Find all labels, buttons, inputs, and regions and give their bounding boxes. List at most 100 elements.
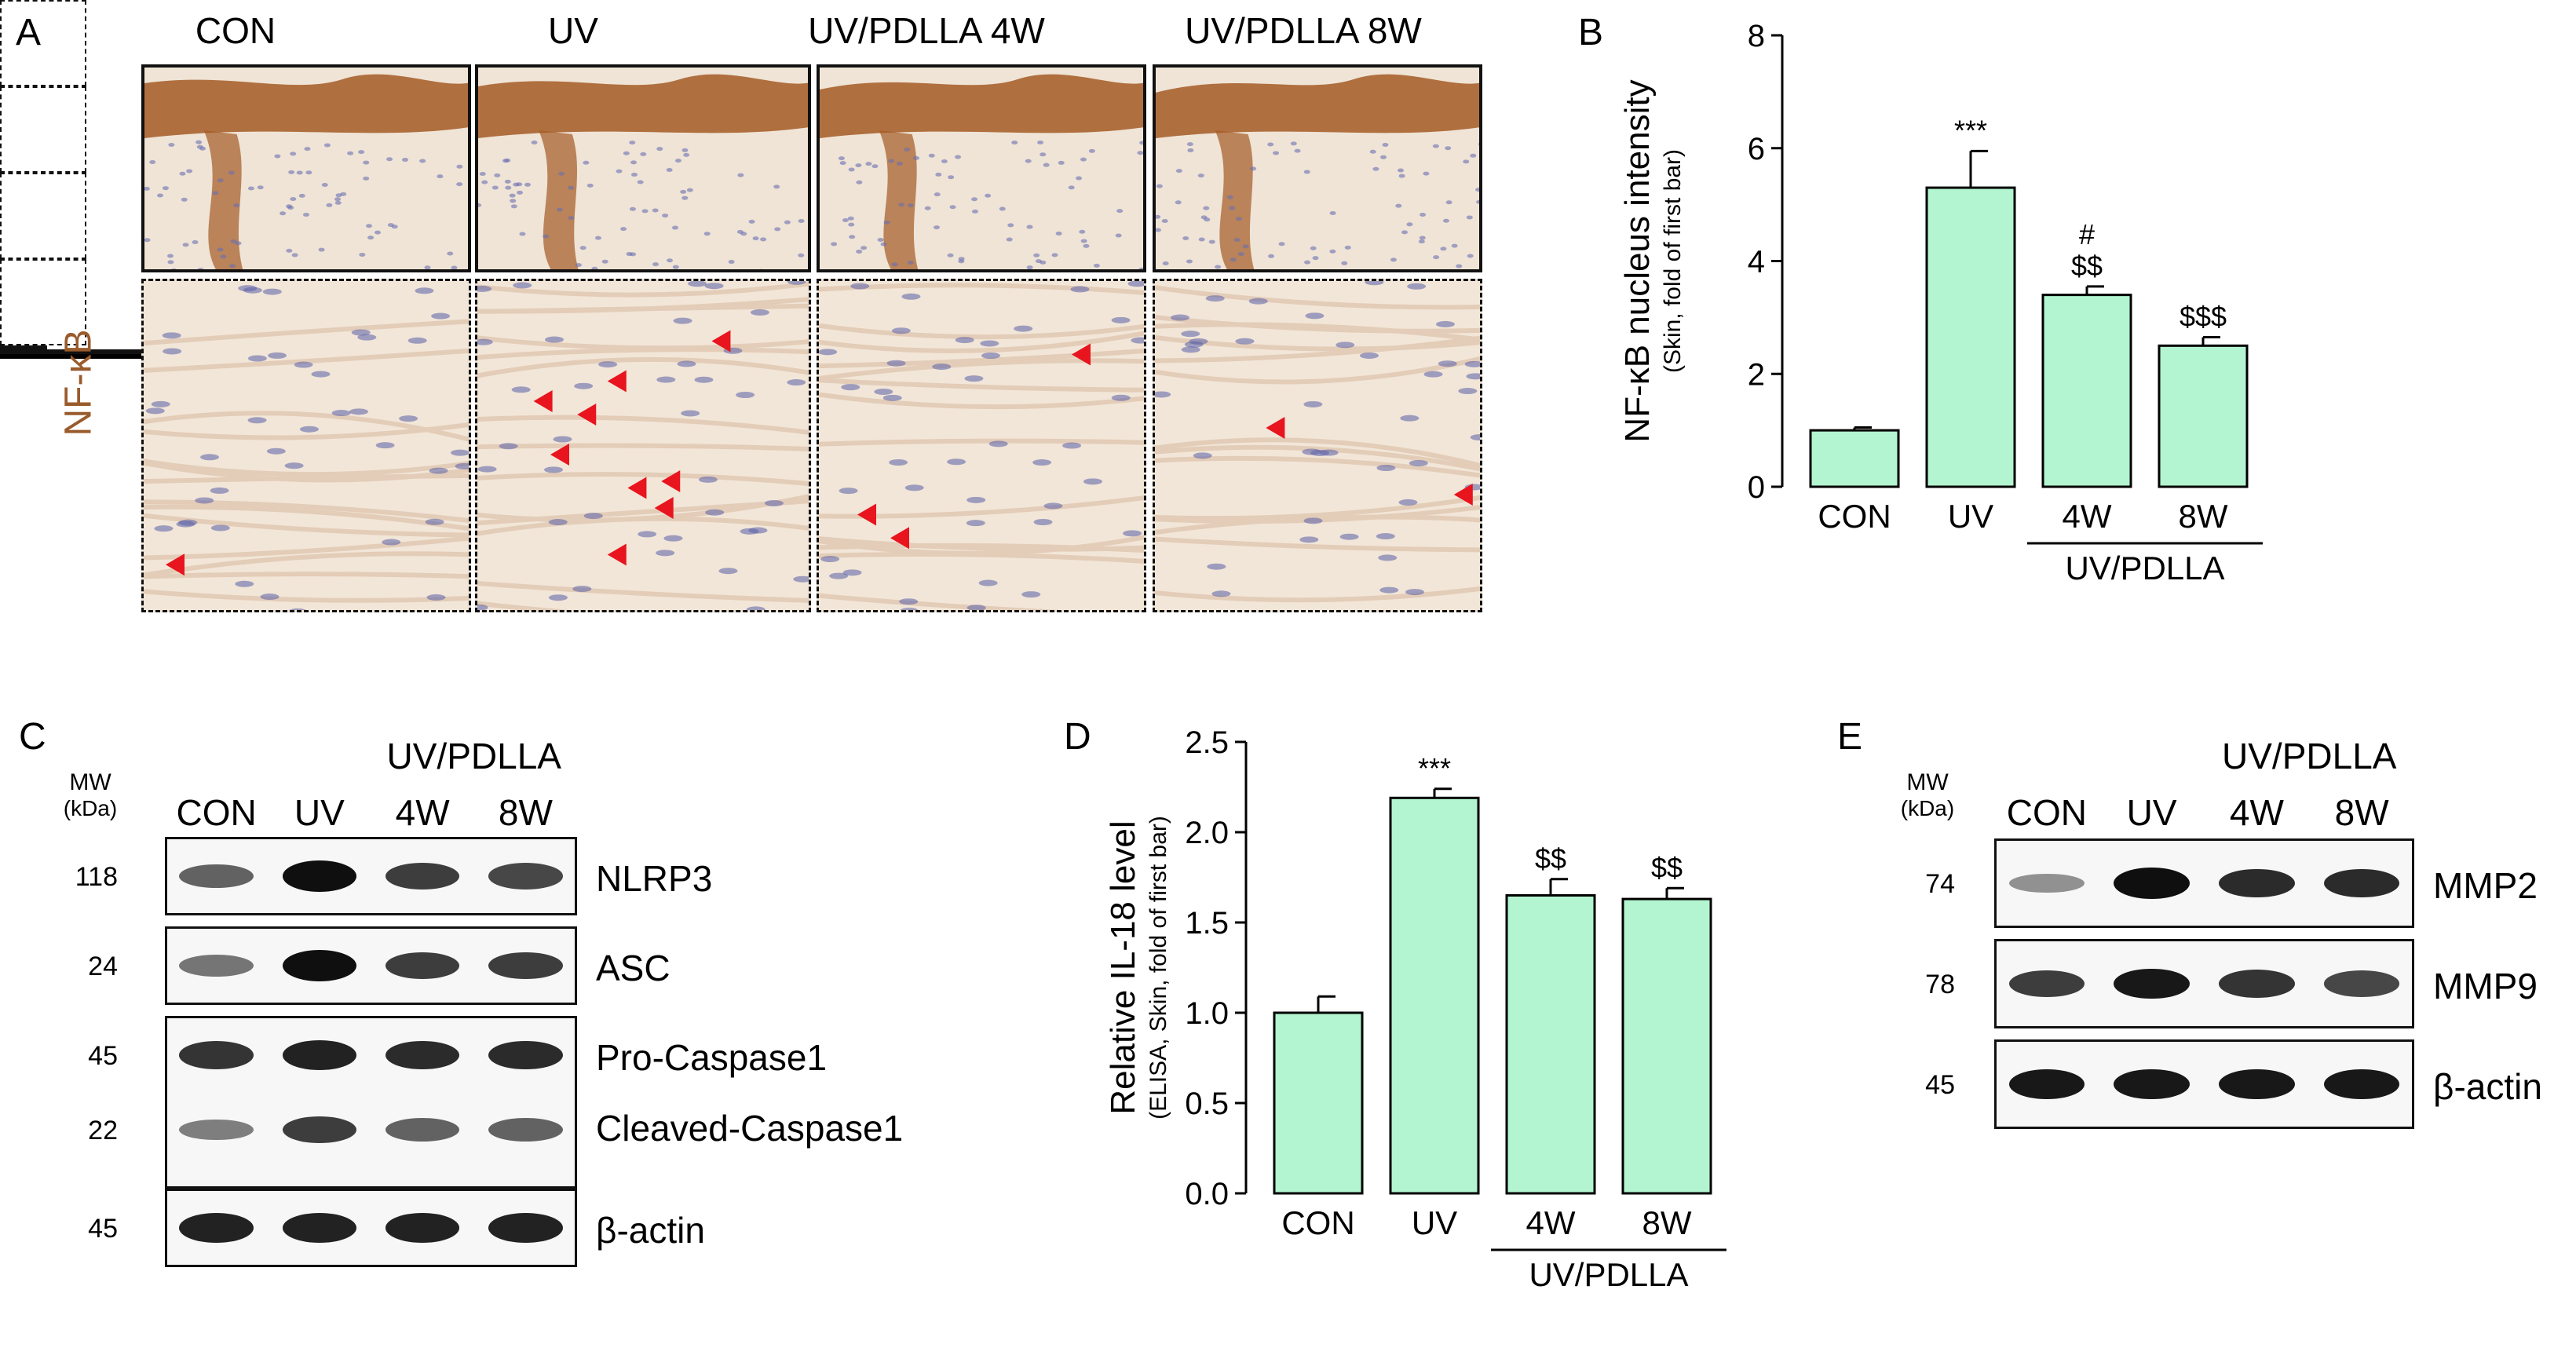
chart-nfkb: 0 2 4 6 8 NF-κB nucleus intensity (Skin, fold … [1618, 19, 2263, 586]
group-underline [0, 356, 226, 359]
mw-header: MW [69, 769, 111, 795]
positive-cell-arrowhead [1072, 343, 1091, 366]
mw-value: 118 [75, 862, 118, 892]
bar [2158, 344, 2249, 488]
bar [1809, 429, 1900, 488]
significance-annotation: *** [1954, 114, 1987, 146]
positive-cell-arrowhead [654, 497, 674, 519]
positive-cell-arrowhead [890, 527, 909, 550]
y-axis-label: NF-κB nucleus intensity [1618, 79, 1657, 442]
bar [1273, 1011, 1364, 1195]
lane-label: 8W [498, 792, 553, 833]
e-band [2008, 970, 2085, 998]
y-tick-label: 0.5 [1185, 1087, 1229, 1121]
ihc-zoom-image [475, 279, 811, 612]
y-tick-label: 2 [1748, 357, 1765, 392]
c-band [179, 1119, 254, 1141]
e-band [2114, 968, 2190, 999]
ihc-overview-svg [820, 74, 1143, 269]
x-category-label: UV [1948, 498, 1993, 535]
mw-value: 45 [88, 1214, 118, 1244]
group-label: UV/PDLLA [2065, 550, 2224, 586]
c-band [282, 1116, 357, 1144]
c-band [282, 860, 357, 892]
zoom-region-box [0, 259, 86, 345]
ihc-overview-image [817, 64, 1146, 272]
c-band [488, 1040, 563, 1070]
group-label: UV/PDLLA [2222, 736, 2397, 776]
e-band [2323, 1069, 2400, 1100]
c-band [385, 952, 460, 980]
y-tick-label: 8 [1748, 19, 1765, 53]
positive-cell-arrowhead [661, 470, 681, 492]
lane-label: 4W [2229, 792, 2284, 833]
bar [1389, 796, 1480, 1195]
e-band [2323, 868, 2400, 898]
e-band [2219, 1069, 2295, 1100]
positive-cell-arrowhead [166, 553, 185, 576]
ihc-zoom-svg [1155, 281, 1480, 603]
col-title-uv-pdlla-8w: UV/PDLLA 8W [1185, 10, 1422, 51]
mw-unit: (kDa) [1900, 796, 1955, 820]
mw-value: 74 [1925, 869, 1955, 899]
positive-cell-arrowhead [550, 444, 569, 466]
positive-cell-arrowhead [577, 404, 597, 426]
bar [1925, 186, 2016, 488]
ihc-overview-image [141, 64, 471, 272]
protein-label: β-actin [2433, 1066, 2542, 1107]
lane-label: CON [2006, 792, 2087, 833]
significance-annotation: *** [1418, 752, 1451, 784]
mw-value: 24 [88, 952, 118, 981]
bar [1621, 897, 1712, 1195]
significance-annotation: # [2079, 218, 2095, 250]
positive-cell-arrowhead [857, 503, 876, 526]
e-band [2114, 868, 2190, 899]
col-title-uv-pdlla-4w: UV/PDLLA 4W [808, 10, 1045, 51]
c-band [179, 1213, 254, 1243]
ihc-zoom-image [817, 279, 1146, 612]
c-band [282, 1213, 357, 1243]
panel-label-d: D [1064, 716, 1091, 758]
col-title-con: CON [195, 10, 276, 51]
significance-annotation: $$ [2071, 250, 2103, 282]
e-band [2323, 970, 2400, 997]
e-band [2114, 1069, 2190, 1100]
c-band [488, 1213, 563, 1243]
y-tick-label: 1.5 [1185, 906, 1229, 941]
ihc-zoom-svg [144, 285, 469, 610]
x-category-label: CON [1281, 1204, 1354, 1241]
zoom-region-box [0, 0, 86, 86]
x-category-label: CON [1818, 498, 1891, 535]
e-band [2008, 1069, 2085, 1100]
panel-label-e: E [1837, 716, 1863, 758]
stain-label: NF-κB [57, 329, 100, 437]
ihc-overview-image [475, 64, 811, 272]
x-category-label: 4W [2063, 498, 2112, 535]
protein-label: MMP2 [2433, 865, 2538, 906]
c-band [385, 1040, 460, 1070]
significance-annotation: $$$ [2180, 301, 2227, 333]
mw-header: MW [1906, 769, 1949, 795]
ihc-zoom-svg [477, 281, 809, 610]
panel-label-a: A [16, 12, 42, 53]
ihc-overview-svg [478, 74, 808, 269]
c-band [282, 1040, 357, 1070]
zoom-region-box [0, 86, 86, 173]
y-tick-label: 4 [1748, 245, 1765, 279]
ihc-overview-svg [1156, 74, 1479, 269]
positive-cell-arrowhead [607, 543, 627, 566]
ihc-zoom-image [141, 279, 471, 612]
y-tick-label: 2.5 [1185, 725, 1229, 760]
ihc-overview-image [1153, 64, 1482, 272]
c-band [488, 952, 563, 980]
c-band [179, 1041, 254, 1069]
y-tick-label: 0 [1748, 470, 1765, 505]
group-label: UV/PDLLA [386, 736, 561, 776]
c-band [488, 1117, 563, 1142]
lane-label: UV [294, 792, 345, 833]
scale-bar [0, 345, 47, 349]
col-title-uv: UV [548, 10, 598, 51]
protein-label: ASC [596, 948, 670, 988]
positive-cell-arrowhead [1266, 417, 1285, 439]
